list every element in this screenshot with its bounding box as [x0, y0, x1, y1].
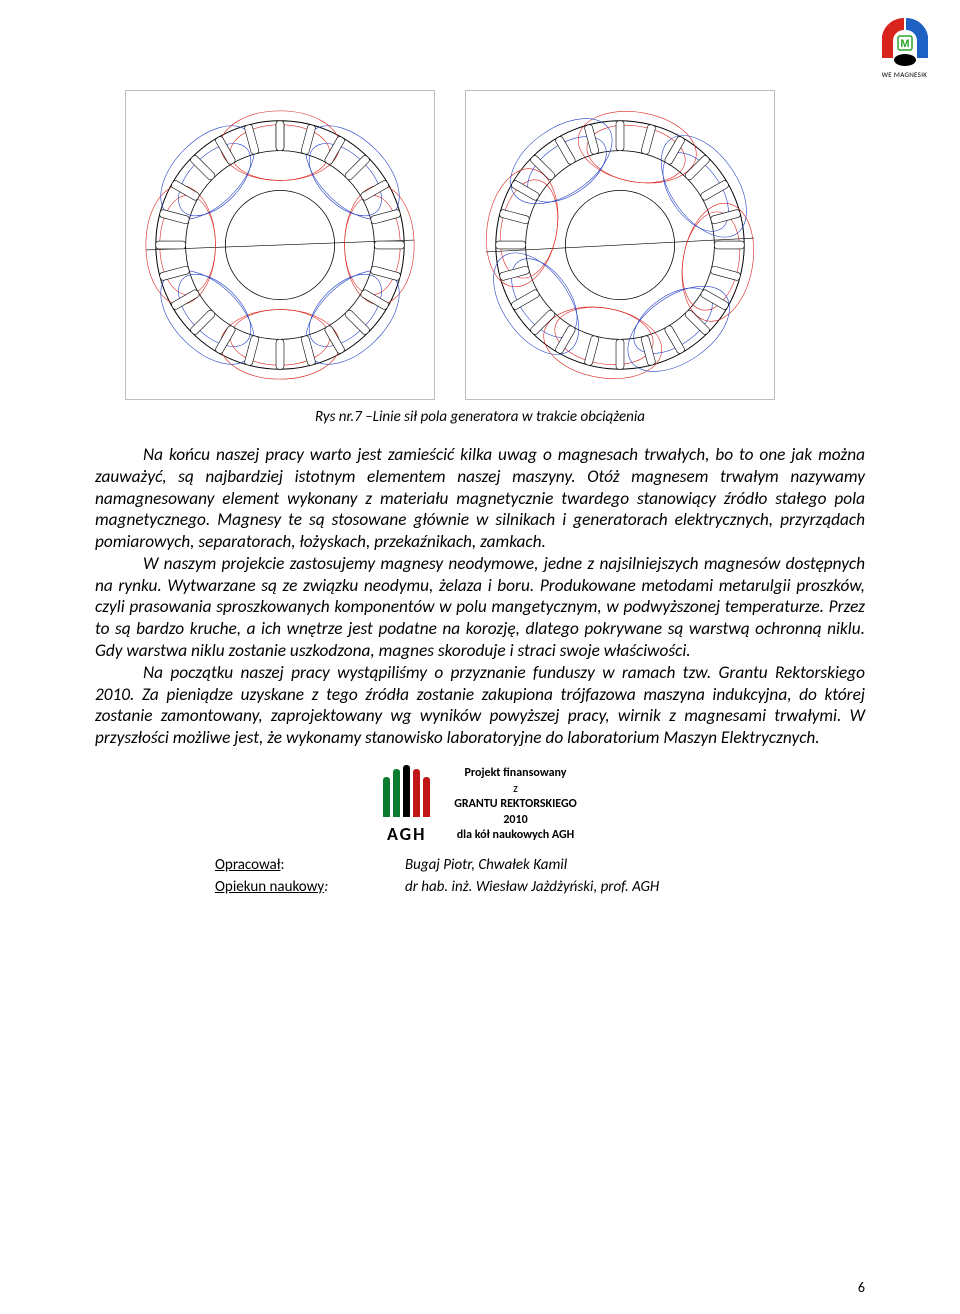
body-text: Na końcu naszej pracy warto jest zamieśc… [95, 444, 865, 749]
credits-value-1: Bugaj Piotr, Chwałek Kamil [405, 855, 567, 877]
paragraph-1: Na końcu naszej pracy warto jest zamieśc… [95, 444, 865, 553]
svg-text:M: M [900, 38, 909, 50]
funding-line-4: 2010 [454, 813, 576, 829]
funding-line-3: GRANTU REKTORSKIEGO [454, 797, 576, 813]
figure-row [95, 90, 865, 400]
credits-value-2: dr hab. inż. Wiesław Jażdżyński, prof. A… [405, 877, 659, 899]
funding-line-1: Projekt finansowany [454, 766, 576, 782]
agh-bars-icon [383, 765, 430, 817]
credits-label-1: Opracował: [215, 855, 365, 877]
figure-left [125, 90, 435, 400]
agh-label: AGH [383, 823, 430, 845]
funding-block: AGH Projekt finansowany z GRANTU REKTORS… [95, 765, 865, 845]
paragraph-3: Na początku naszej pracy wystąpiliśmy o … [95, 662, 865, 749]
funding-text: Projekt finansowany z GRANTU REKTORSKIEG… [454, 766, 576, 844]
agh-logo: AGH [383, 765, 430, 845]
funding-line-5: dla kół naukowych AGH [454, 828, 576, 844]
credits: Opracował: Bugaj Piotr, Chwałek Kamil Op… [215, 855, 865, 899]
figure-right [465, 90, 775, 400]
field-lines-right-icon [466, 91, 774, 399]
credits-label-2: Opiekun naukowy: [215, 877, 365, 899]
paragraph-2: W naszym projekcie zastosujemy magnesy n… [95, 553, 865, 662]
magnet-icon: M [876, 18, 934, 68]
funding-line-2: z [454, 782, 576, 798]
field-lines-left-icon [126, 91, 434, 399]
page-number: 6 [858, 1279, 865, 1296]
figure-caption: Rys nr.7 –Linie sił pola generatora w tr… [95, 408, 865, 426]
magnesik-logo: M WE MAGNESIK [867, 18, 942, 79]
logo-caption: WE MAGNESIK [867, 70, 942, 79]
